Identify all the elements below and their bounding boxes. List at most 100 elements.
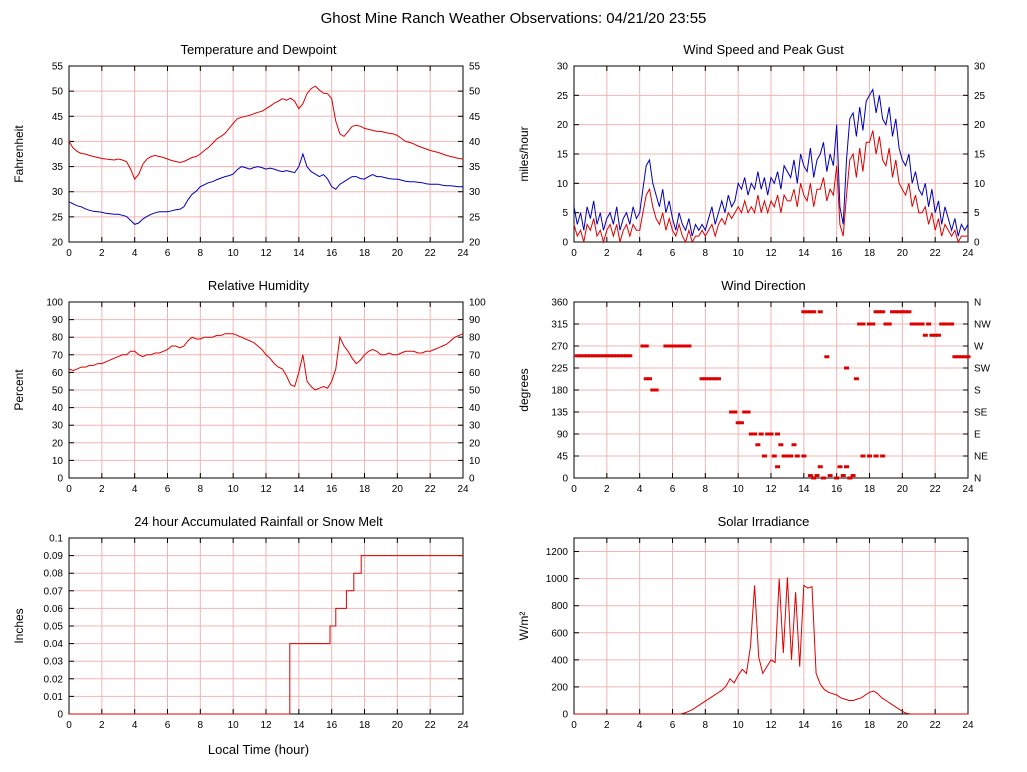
svg-text:90: 90 xyxy=(556,430,568,441)
svg-text:22: 22 xyxy=(424,720,436,731)
svg-text:NW: NW xyxy=(974,320,991,331)
svg-text:10: 10 xyxy=(974,179,986,190)
svg-text:60: 60 xyxy=(51,368,63,379)
svg-text:30: 30 xyxy=(974,62,986,73)
svg-text:60: 60 xyxy=(469,368,481,379)
svg-text:22: 22 xyxy=(929,248,941,259)
svg-text:10: 10 xyxy=(51,456,63,467)
svg-text:18: 18 xyxy=(358,720,370,731)
svg-text:Fahrenheit: Fahrenheit xyxy=(12,125,26,183)
svg-text:16: 16 xyxy=(831,248,843,259)
svg-text:miles/hour: miles/hour xyxy=(517,126,531,181)
svg-text:10: 10 xyxy=(556,179,568,190)
svg-text:12: 12 xyxy=(260,248,272,259)
svg-text:8: 8 xyxy=(702,484,708,495)
svg-text:0: 0 xyxy=(57,474,63,485)
svg-text:0: 0 xyxy=(562,474,568,485)
svg-text:E: E xyxy=(974,430,981,441)
svg-text:40: 40 xyxy=(469,137,481,148)
svg-text:4: 4 xyxy=(636,484,642,495)
svg-text:50: 50 xyxy=(51,386,63,397)
svg-text:6: 6 xyxy=(669,248,675,259)
svg-text:0: 0 xyxy=(571,484,577,495)
svg-text:S: S xyxy=(974,386,981,397)
svg-text:18: 18 xyxy=(863,720,875,731)
svg-text:30: 30 xyxy=(51,187,63,198)
svg-text:8: 8 xyxy=(702,248,708,259)
svg-text:30: 30 xyxy=(469,187,481,198)
svg-text:20: 20 xyxy=(974,120,986,131)
svg-text:12: 12 xyxy=(765,248,777,259)
svg-text:10: 10 xyxy=(732,484,744,495)
svg-text:15: 15 xyxy=(974,150,986,161)
svg-text:50: 50 xyxy=(51,87,63,98)
svg-text:18: 18 xyxy=(358,248,370,259)
svg-text:12: 12 xyxy=(765,484,777,495)
svg-text:800: 800 xyxy=(551,601,568,612)
svg-text:0: 0 xyxy=(562,710,568,721)
svg-text:0.06: 0.06 xyxy=(43,604,63,615)
chart-title-rainfall: 24 hour Accumulated Rainfall or Snow Mel… xyxy=(134,514,383,529)
svg-text:10: 10 xyxy=(732,248,744,259)
svg-text:20: 20 xyxy=(896,248,908,259)
chart-title-wind-speed: Wind Speed and Peak Gust xyxy=(683,42,844,57)
svg-text:25: 25 xyxy=(974,91,986,102)
temperature-dewpoint-plot: 0 2 4 6 8 10 12 14 16 18 20 22 24 20 20 25 25 30 30 35 35 40 4… xyxy=(9,58,509,268)
svg-text:18: 18 xyxy=(863,484,875,495)
svg-text:24: 24 xyxy=(962,484,974,495)
svg-text:14: 14 xyxy=(798,720,810,731)
svg-text:55: 55 xyxy=(469,62,481,73)
svg-text:0: 0 xyxy=(57,710,63,721)
page-title: Ghost Mine Ranch Weather Observations: 0… xyxy=(320,10,707,27)
solar-irradiance-plot: 0 2 4 6 8 10 12 14 16 18 20 22 24 0 200 400 600 800 1000 12… xyxy=(514,530,1014,740)
svg-text:24: 24 xyxy=(457,720,469,731)
svg-text:35: 35 xyxy=(51,162,63,173)
svg-text:6: 6 xyxy=(669,484,675,495)
svg-text:20: 20 xyxy=(391,720,403,731)
svg-text:4: 4 xyxy=(131,484,137,495)
svg-text:14: 14 xyxy=(293,248,305,259)
svg-text:180: 180 xyxy=(551,386,568,397)
svg-text:20: 20 xyxy=(469,438,481,449)
svg-text:50: 50 xyxy=(469,87,481,98)
svg-text:16: 16 xyxy=(326,720,338,731)
svg-text:10: 10 xyxy=(227,720,239,731)
svg-text:40: 40 xyxy=(51,137,63,148)
svg-text:14: 14 xyxy=(293,484,305,495)
solar-irradiance-panel: Solar Irradiance 0 2 4 6 8 10 12 14 16 18 20 22 24 0 2… xyxy=(511,510,1016,757)
svg-text:12: 12 xyxy=(765,720,777,731)
svg-text:W/m²: W/m² xyxy=(517,612,531,641)
svg-text:14: 14 xyxy=(293,720,305,731)
svg-text:degrees: degrees xyxy=(517,368,531,411)
svg-text:W: W xyxy=(974,342,984,353)
svg-text:5: 5 xyxy=(974,208,980,219)
svg-text:22: 22 xyxy=(424,248,436,259)
svg-text:24: 24 xyxy=(962,720,974,731)
svg-text:25: 25 xyxy=(51,212,63,223)
svg-text:2: 2 xyxy=(99,248,105,259)
svg-text:N: N xyxy=(974,298,981,309)
svg-text:20: 20 xyxy=(556,120,568,131)
svg-text:1000: 1000 xyxy=(545,574,568,585)
chart-title-wind-direction: Wind Direction xyxy=(721,278,806,293)
chart-title-humidity: Relative Humidity xyxy=(207,278,310,293)
svg-text:0.07: 0.07 xyxy=(43,586,63,597)
charts-grid: Temperature and Dewpoint 0 2 4 6 8 10 12 14 16 18… xyxy=(0,36,1027,757)
svg-text:50: 50 xyxy=(469,386,481,397)
svg-text:35: 35 xyxy=(469,162,481,173)
svg-text:8: 8 xyxy=(197,248,203,259)
svg-text:0: 0 xyxy=(469,474,475,485)
svg-text:100: 100 xyxy=(469,298,486,309)
svg-text:5: 5 xyxy=(562,208,568,219)
svg-text:16: 16 xyxy=(831,484,843,495)
wind-speed-gust-plot: 0 2 4 6 8 10 12 14 16 18 20 22 24 0 0 5 5 10 10 15 15 20 20 25 2… xyxy=(514,58,1014,268)
wind-direction-panel: Wind Direction 0 2 4 6 8 10 12 14 16 18 20 22 24 0 N 45… xyxy=(511,274,1016,504)
svg-text:0.04: 0.04 xyxy=(43,639,63,650)
svg-text:4: 4 xyxy=(131,248,137,259)
svg-text:0: 0 xyxy=(974,238,980,249)
svg-text:0: 0 xyxy=(571,248,577,259)
svg-text:20: 20 xyxy=(51,238,63,249)
svg-text:SW: SW xyxy=(974,364,991,375)
svg-text:6: 6 xyxy=(164,484,170,495)
